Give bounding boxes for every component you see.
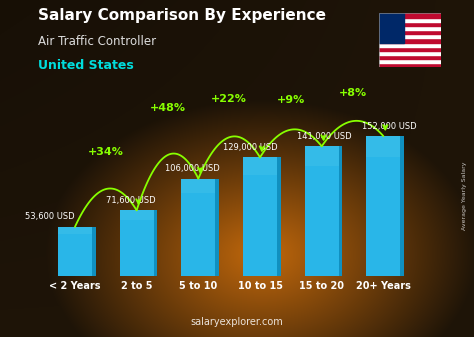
Polygon shape: [92, 227, 96, 276]
Text: 106,000 USD: 106,000 USD: [165, 164, 219, 173]
Polygon shape: [366, 136, 401, 276]
Text: +48%: +48%: [149, 103, 185, 113]
Text: United States: United States: [38, 59, 134, 72]
Polygon shape: [379, 13, 404, 42]
Polygon shape: [379, 47, 441, 51]
Polygon shape: [182, 179, 215, 276]
Polygon shape: [379, 13, 441, 18]
Text: Air Traffic Controller: Air Traffic Controller: [38, 35, 156, 49]
Polygon shape: [379, 18, 441, 22]
Text: 152,000 USD: 152,000 USD: [362, 122, 417, 131]
Text: +9%: +9%: [277, 95, 305, 105]
Text: 129,000 USD: 129,000 USD: [223, 143, 278, 152]
Text: +34%: +34%: [88, 147, 124, 157]
Polygon shape: [154, 210, 157, 276]
Polygon shape: [243, 157, 277, 175]
Polygon shape: [379, 59, 441, 63]
Text: +22%: +22%: [211, 94, 247, 104]
Text: 71,600 USD: 71,600 USD: [106, 196, 155, 205]
Polygon shape: [379, 55, 441, 59]
Polygon shape: [182, 179, 215, 193]
Text: 53,600 USD: 53,600 USD: [26, 212, 75, 221]
Text: salaryexplorer.com: salaryexplorer.com: [191, 317, 283, 327]
Text: 141,000 USD: 141,000 USD: [298, 132, 352, 141]
Polygon shape: [379, 51, 441, 55]
Polygon shape: [58, 227, 92, 276]
Polygon shape: [305, 146, 339, 276]
Polygon shape: [366, 136, 401, 157]
Polygon shape: [243, 157, 277, 276]
Polygon shape: [401, 136, 404, 276]
Polygon shape: [379, 34, 441, 38]
Polygon shape: [119, 210, 154, 276]
Text: Salary Comparison By Experience: Salary Comparison By Experience: [38, 8, 326, 24]
Polygon shape: [379, 22, 441, 26]
Text: +8%: +8%: [338, 88, 366, 98]
Polygon shape: [379, 26, 441, 30]
Polygon shape: [379, 42, 441, 47]
Text: Average Yearly Salary: Average Yearly Salary: [462, 161, 467, 230]
Polygon shape: [277, 157, 281, 276]
Polygon shape: [215, 179, 219, 276]
Polygon shape: [119, 210, 154, 220]
Polygon shape: [379, 30, 441, 34]
Polygon shape: [339, 146, 342, 276]
Polygon shape: [379, 38, 441, 42]
Polygon shape: [379, 63, 441, 67]
Polygon shape: [305, 146, 339, 166]
Polygon shape: [58, 227, 92, 234]
